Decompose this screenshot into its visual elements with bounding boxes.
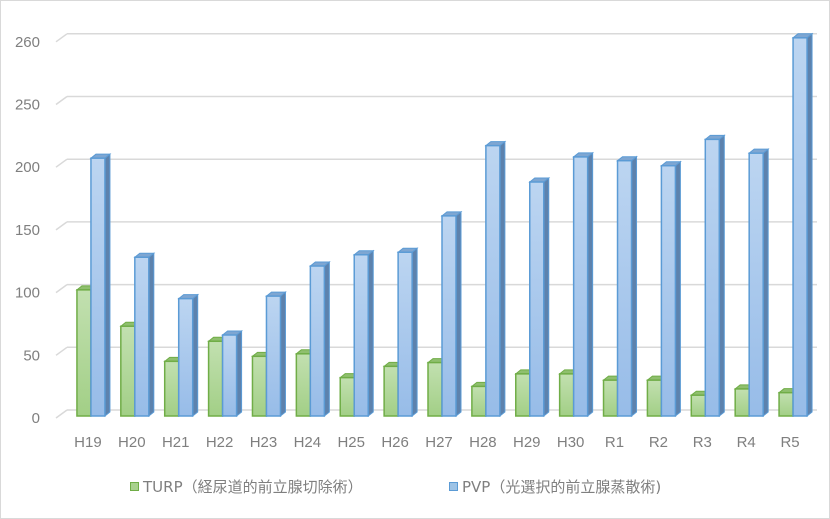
legend-item-turp: TURP（経尿道的前立腺切除術） bbox=[130, 476, 363, 497]
x-tick-label: H28 bbox=[469, 434, 497, 451]
bar-pvp-H24 bbox=[308, 260, 331, 418]
bar-pvp-H19 bbox=[89, 153, 112, 418]
gridline-depth-tick bbox=[55, 95, 68, 106]
gridline-depth-tick bbox=[55, 346, 68, 356]
bar-pvp-R1 bbox=[616, 155, 638, 418]
x-tick-label: H25 bbox=[337, 434, 365, 451]
bar-pvp-H27 bbox=[440, 210, 463, 418]
x-tick-label: H29 bbox=[513, 434, 541, 451]
bar-pvp-H23 bbox=[265, 291, 287, 418]
bar-pvp-R3 bbox=[703, 134, 726, 418]
gridline-depth-tick bbox=[55, 158, 68, 168]
y-tick-label: 200 bbox=[15, 159, 40, 176]
bar-pvp-R2 bbox=[659, 160, 682, 418]
y-tick-label: 0 bbox=[32, 410, 40, 427]
legend: TURP（経尿道的前立腺切除術） PVP（光選択的前立腺蒸散術) bbox=[0, 476, 830, 500]
x-tick-label: H27 bbox=[425, 434, 453, 451]
legend-label-pvp: PVP（光選択的前立腺蒸散術) bbox=[462, 478, 662, 496]
gridline-depth-tick bbox=[55, 221, 68, 231]
bar-pvp-H22 bbox=[221, 329, 244, 418]
legend-swatch-green-icon bbox=[130, 482, 139, 491]
gridline-depth-tick bbox=[55, 409, 68, 419]
bar-pvp-H21 bbox=[177, 293, 200, 418]
gridline-depth-tick bbox=[55, 33, 68, 43]
legend-item-pvp: PVP（光選択的前立腺蒸散術) bbox=[449, 476, 661, 497]
bar-pvp-R4 bbox=[747, 148, 770, 418]
x-tick-label: H26 bbox=[381, 434, 409, 451]
bar-pvp-H25 bbox=[352, 249, 375, 418]
x-tick-label: H23 bbox=[250, 434, 278, 451]
y-tick-label: 50 bbox=[23, 347, 40, 364]
x-tick-label: H19 bbox=[74, 434, 102, 451]
x-tick-label: R4 bbox=[737, 434, 756, 451]
bar-pvp-H26 bbox=[396, 247, 419, 418]
x-tick-label: R2 bbox=[649, 434, 668, 451]
y-tick-label: 260 bbox=[15, 34, 40, 51]
bar-pvp-H29 bbox=[528, 176, 551, 418]
bar-pvp-H28 bbox=[484, 140, 507, 418]
x-tick-label: H24 bbox=[294, 434, 322, 451]
x-tick-label: R3 bbox=[693, 434, 712, 451]
y-tick-label: 150 bbox=[15, 222, 40, 239]
y-tick-label: 100 bbox=[15, 285, 40, 302]
legend-swatch-blue-icon bbox=[449, 482, 458, 491]
x-tick-label: H21 bbox=[162, 434, 190, 451]
x-tick-label: R1 bbox=[605, 434, 624, 451]
x-tick-label: R5 bbox=[780, 434, 799, 451]
gridline-depth-tick bbox=[55, 283, 68, 294]
bar-pvp-H20 bbox=[133, 252, 156, 418]
x-tick-label: H20 bbox=[118, 434, 146, 451]
bar-pvp-H30 bbox=[572, 151, 595, 418]
x-axis: H19 H20 H21 H22 H23 H24 H25 H26 H27 H28 H29 H30 R1 R2… bbox=[74, 434, 799, 451]
y-tick-label: 250 bbox=[15, 97, 40, 114]
x-tick-label: H22 bbox=[206, 434, 234, 451]
bars bbox=[75, 32, 814, 418]
y-axis: 0 50 100 150 200 250 260 bbox=[15, 34, 40, 427]
legend-label-turp: TURP（経尿道的前立腺切除術） bbox=[143, 478, 363, 496]
x-tick-label: H30 bbox=[557, 434, 585, 451]
bar-pvp-R5 bbox=[791, 32, 814, 418]
